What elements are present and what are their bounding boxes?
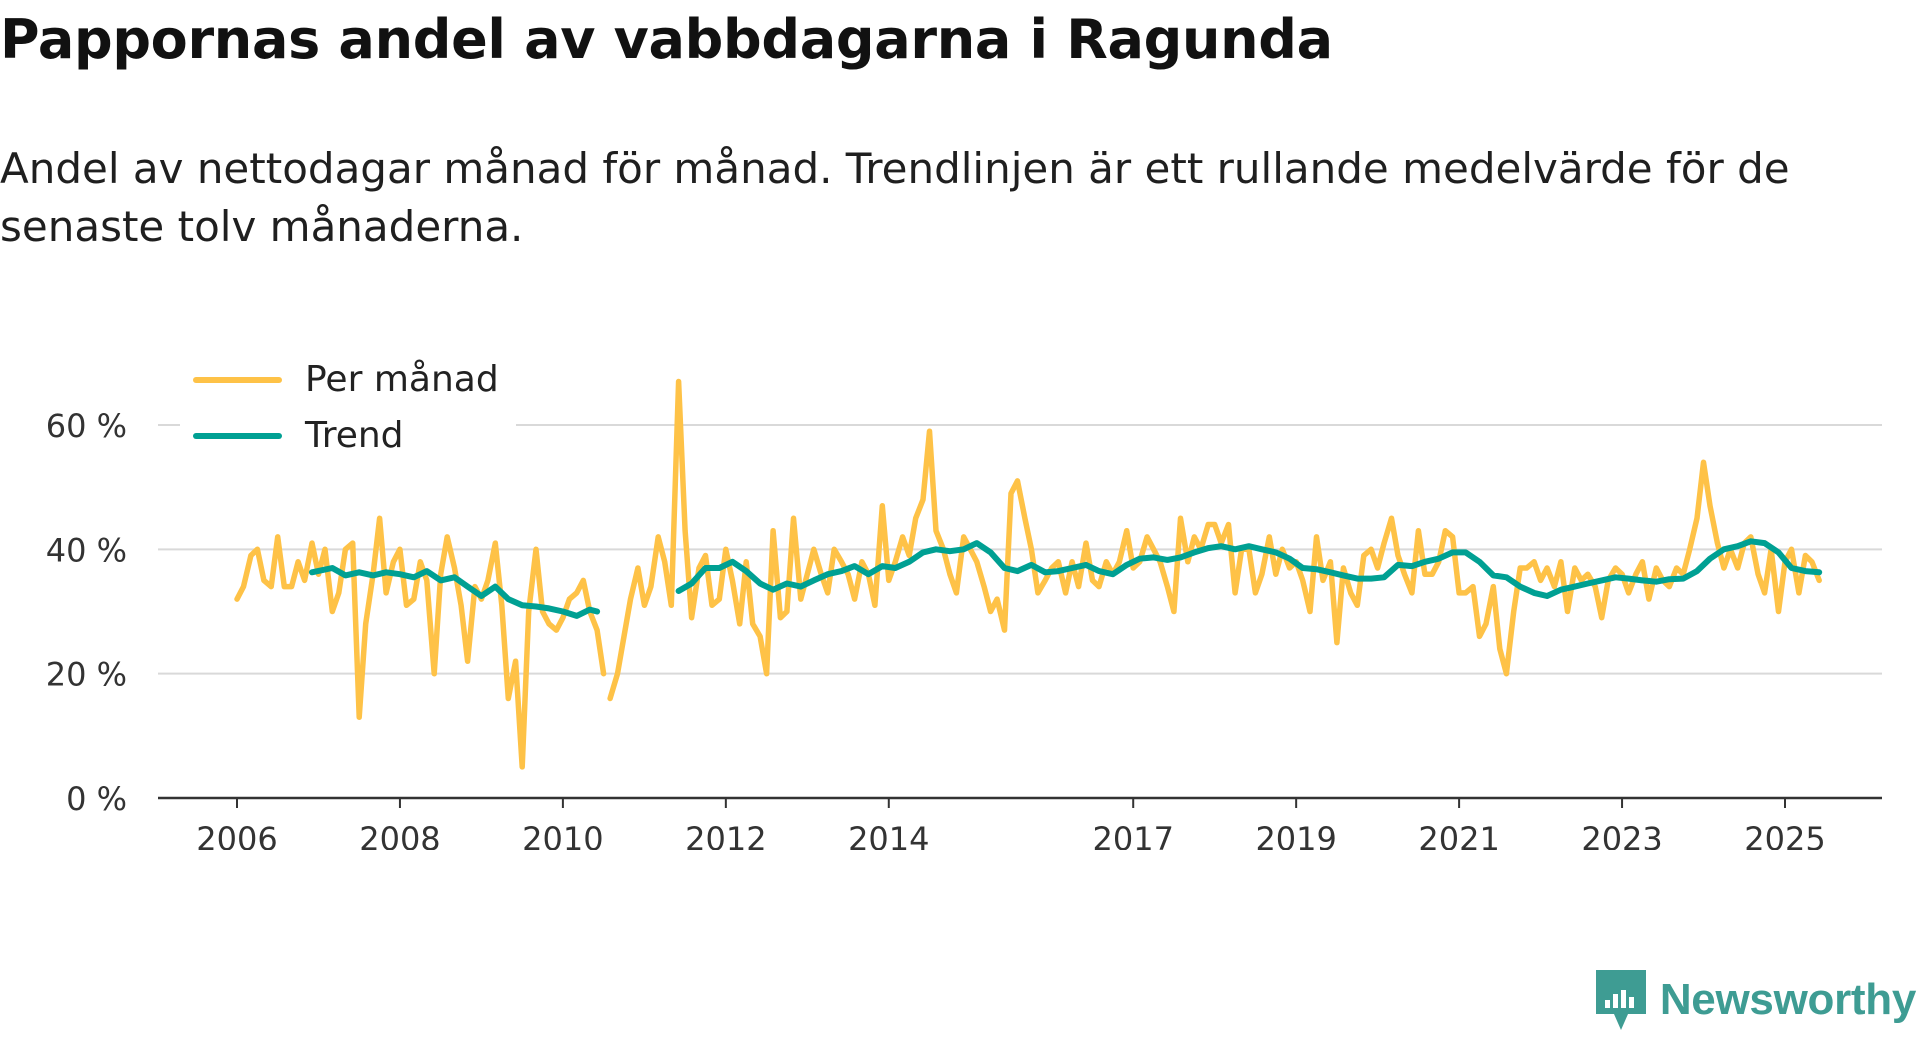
series-line-trend bbox=[309, 565, 601, 619]
series-lines bbox=[234, 378, 1823, 770]
x-tick-label: 2021 bbox=[1418, 820, 1499, 850]
line-chart: 0 % 20 % 40 % 60 % 2006 2008 2010 2012 2014 2017… bbox=[46, 352, 1882, 850]
x-tick-label: 2010 bbox=[522, 820, 603, 850]
x-tick-label: 2023 bbox=[1581, 820, 1662, 850]
x-tick-label: 2012 bbox=[685, 820, 766, 850]
y-axis-tick-labels: 0 % 20 % 40 % 60 % bbox=[46, 407, 127, 818]
newsworthy-logo-icon bbox=[1595, 970, 1646, 1030]
x-axis-tick-labels: 2006 2008 2010 2012 2014 2017 2019 2021 2023 2025 bbox=[196, 820, 1825, 850]
x-axis bbox=[158, 796, 1882, 808]
series-line-trend bbox=[675, 538, 1823, 599]
chart-title: Pappornas andel av vabbdagarna i Ragunda bbox=[0, 8, 1333, 71]
series-line-per-manad bbox=[234, 515, 607, 770]
y-tick-label: 20 % bbox=[46, 656, 127, 694]
y-tick-label: 40 % bbox=[46, 531, 127, 569]
y-tick-label: 0 % bbox=[66, 780, 127, 818]
x-tick-label: 2014 bbox=[848, 820, 929, 850]
y-tick-label: 60 % bbox=[46, 407, 127, 445]
grid-lines bbox=[158, 424, 1882, 675]
chart-subtitle: Andel av nettodagar månad för månad. Tre… bbox=[0, 144, 1790, 251]
brand: Newsworthy bbox=[1595, 970, 1916, 1030]
series-line-per-manad bbox=[607, 378, 1822, 702]
legend: Per månad Trend bbox=[180, 352, 516, 456]
x-tick-label: 2019 bbox=[1255, 820, 1336, 850]
legend-label-monthly: Per månad bbox=[305, 359, 499, 400]
brand-name: Newsworthy bbox=[1659, 975, 1916, 1024]
x-tick-label: 2017 bbox=[1092, 820, 1173, 850]
x-tick-label: 2006 bbox=[196, 820, 277, 850]
legend-label-trend: Trend bbox=[304, 415, 404, 456]
x-tick-label: 2025 bbox=[1744, 820, 1825, 850]
x-tick-label: 2008 bbox=[359, 820, 440, 850]
